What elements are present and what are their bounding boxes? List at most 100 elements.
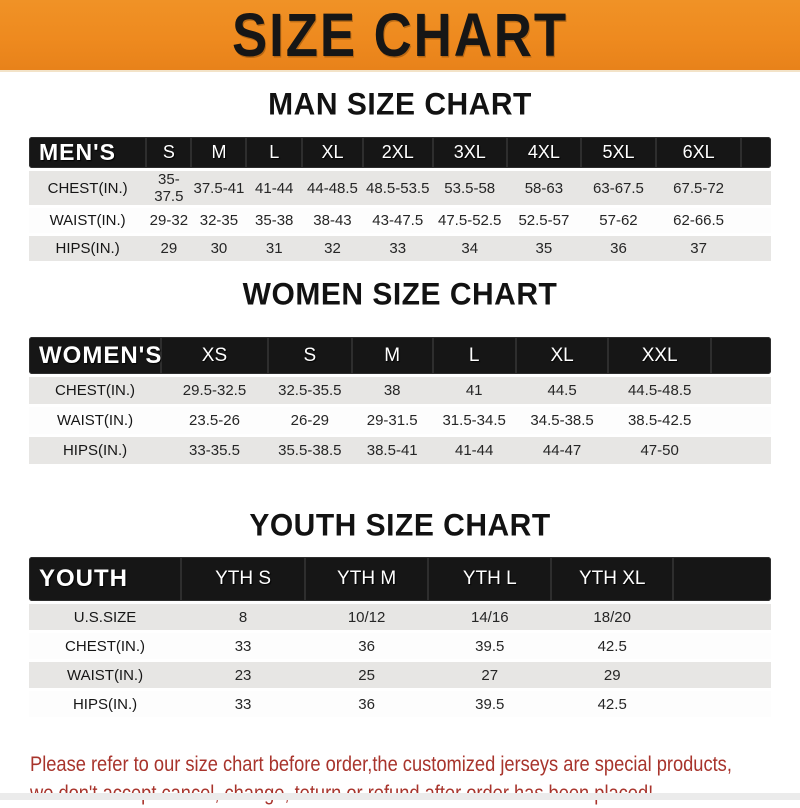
size-value-cell: 29	[146, 236, 191, 261]
size-value-cell: 30	[191, 236, 246, 261]
group-label: MEN'S	[29, 137, 146, 168]
size-value-cell: 10/12	[305, 604, 428, 630]
row-label: HIPS(IN.)	[29, 691, 181, 717]
header-spacer	[673, 557, 771, 601]
size-value-cell: 14/16	[428, 604, 551, 630]
column-header: YTH L	[428, 557, 551, 601]
size-value-cell: 38.5-42.5	[608, 407, 710, 434]
column-header: 6XL	[656, 137, 741, 168]
size-value-cell: 35	[507, 236, 581, 261]
column-header: L	[433, 337, 516, 374]
row-spacer	[673, 691, 771, 717]
size-value-cell: 23	[181, 662, 305, 688]
men-section-heading: MAN SIZE CHART	[29, 89, 771, 121]
size-value-cell: 44.5	[516, 377, 609, 404]
group-label: YOUTH	[29, 557, 181, 601]
row-spacer	[673, 604, 771, 630]
column-header: YTH M	[305, 557, 428, 601]
size-value-cell: 41-44	[433, 437, 516, 464]
size-value-cell: 32.5-35.5	[268, 377, 352, 404]
size-value-cell: 35.5-38.5	[268, 437, 352, 464]
size-value-cell: 32-35	[191, 208, 246, 233]
row-label: HIPS(IN.)	[29, 437, 161, 464]
row-label: U.S.SIZE	[29, 604, 181, 630]
size-value-cell: 36	[305, 691, 428, 717]
size-value-cell: 67.5-72	[656, 171, 741, 205]
size-value-cell: 58-63	[507, 171, 581, 205]
column-header: 3XL	[433, 137, 507, 168]
column-header: 4XL	[507, 137, 581, 168]
size-value-cell: 42.5	[551, 633, 673, 659]
size-value-cell: 44-48.5	[302, 171, 363, 205]
size-value-cell: 29-31.5	[352, 407, 433, 434]
size-value-cell: 41	[433, 377, 516, 404]
size-value-cell: 37.5-41	[191, 171, 246, 205]
size-value-cell: 33	[181, 633, 305, 659]
size-value-cell: 31	[246, 236, 302, 261]
size-value-cell: 47-50	[608, 437, 710, 464]
size-value-cell: 39.5	[428, 633, 551, 659]
column-header: YTH XL	[551, 557, 673, 601]
size-value-cell: 29-32	[146, 208, 191, 233]
row-spacer	[741, 236, 771, 261]
column-header: XS	[161, 337, 268, 374]
size-value-cell: 41-44	[246, 171, 302, 205]
header-spacer	[741, 137, 771, 168]
row-label: CHEST(IN.)	[29, 377, 161, 404]
youth-section-heading: YOUTH SIZE CHART	[29, 510, 771, 542]
row-spacer	[741, 208, 771, 233]
size-value-cell: 63-67.5	[581, 171, 656, 205]
size-value-cell: 29	[551, 662, 673, 688]
size-value-cell: 52.5-57	[507, 208, 581, 233]
size-value-cell: 29.5-32.5	[161, 377, 268, 404]
row-spacer	[711, 377, 771, 404]
size-chart-banner: SIZE CHART	[0, 0, 800, 72]
group-label: WOMEN'S	[29, 337, 161, 374]
size-value-cell: 36	[305, 633, 428, 659]
size-value-cell: 37	[656, 236, 741, 261]
size-value-cell: 57-62	[581, 208, 656, 233]
size-value-cell: 35-37.5	[146, 171, 191, 205]
row-label: WAIST(IN.)	[29, 208, 146, 233]
size-value-cell: 32	[302, 236, 363, 261]
size-value-cell: 23.5-26	[161, 407, 268, 434]
size-value-cell: 47.5-52.5	[433, 208, 507, 233]
row-label: WAIST(IN.)	[29, 407, 161, 434]
page-title: SIZE CHART	[232, 4, 568, 66]
column-header: M	[352, 337, 433, 374]
size-value-cell: 8	[181, 604, 305, 630]
bottom-strip	[0, 793, 800, 800]
size-value-cell: 42.5	[551, 691, 673, 717]
size-value-cell: 38	[352, 377, 433, 404]
column-header: 2XL	[363, 137, 433, 168]
column-header: XL	[302, 137, 363, 168]
size-value-cell: 33	[181, 691, 305, 717]
row-label: HIPS(IN.)	[29, 236, 146, 261]
size-value-cell: 38.5-41	[352, 437, 433, 464]
size-value-cell: 33	[363, 236, 433, 261]
size-value-cell: 27	[428, 662, 551, 688]
size-value-cell: 36	[581, 236, 656, 261]
size-value-cell: 44.5-48.5	[608, 377, 710, 404]
size-value-cell: 38-43	[302, 208, 363, 233]
size-value-cell: 35-38	[246, 208, 302, 233]
size-value-cell: 18/20	[551, 604, 673, 630]
column-header: L	[246, 137, 302, 168]
row-spacer	[711, 407, 771, 434]
women-section-heading: WOMEN SIZE CHART	[29, 279, 771, 311]
